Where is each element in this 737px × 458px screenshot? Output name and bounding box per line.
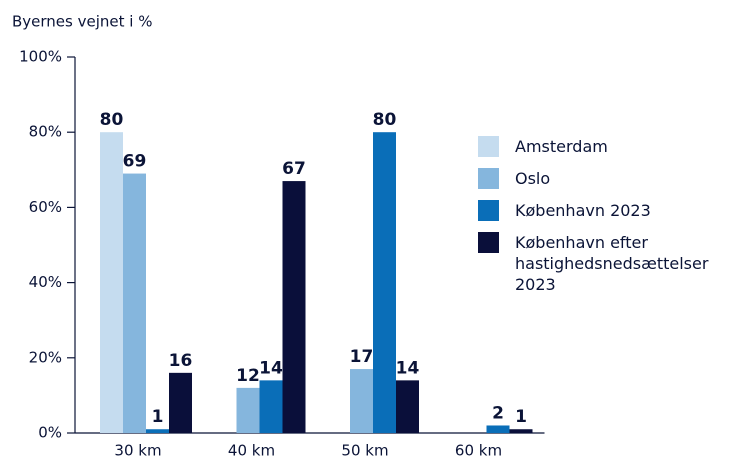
y-tick-label: 100% <box>19 48 62 66</box>
legend-swatch <box>478 136 499 157</box>
value-label: 14 <box>259 358 283 378</box>
legend-swatch <box>478 232 499 253</box>
legend-item: Oslo <box>478 168 728 189</box>
legend-label: Oslo <box>515 169 551 188</box>
legend-item: Amsterdam <box>478 136 728 157</box>
x-tick-label: 30 km <box>114 442 161 458</box>
bar <box>396 380 419 433</box>
value-label: 1 <box>515 407 527 427</box>
bar <box>509 429 533 433</box>
value-label: 14 <box>396 358 420 378</box>
value-label: 69 <box>123 152 147 172</box>
y-tick-label: 80% <box>29 123 62 141</box>
bar <box>169 372 192 433</box>
legend-item: København efter hastighedsnedsættelser 2… <box>478 232 728 295</box>
x-tick-label: 40 km <box>228 442 275 458</box>
bar <box>146 429 169 433</box>
value-label: 16 <box>169 351 193 371</box>
legend-label: København 2023 <box>515 201 651 220</box>
bar <box>350 369 373 433</box>
legend: Amsterdam Oslo København 2023 København eft… <box>478 136 728 306</box>
legend-item: København 2023 <box>478 200 728 221</box>
value-label: 67 <box>282 159 306 179</box>
bar <box>486 425 510 433</box>
y-tick-label: 20% <box>29 348 62 366</box>
y-tick-label: 40% <box>29 273 62 291</box>
x-tick-label: 50 km <box>341 442 388 458</box>
y-tick-label: 0% <box>38 424 62 442</box>
bar <box>373 132 396 433</box>
legend-label: København efter hastighedsnedsættelser 2… <box>515 233 709 294</box>
bar <box>282 181 306 433</box>
value-label: 80 <box>100 110 124 130</box>
bar <box>236 387 260 433</box>
value-label: 80 <box>373 110 397 130</box>
value-label: 17 <box>350 347 374 367</box>
legend-swatch <box>478 168 499 189</box>
bar <box>259 380 283 433</box>
y-axis-title: Byernes vejnet i % <box>12 13 152 31</box>
value-label: 2 <box>492 403 504 423</box>
legend-label: Amsterdam <box>515 137 608 156</box>
value-label: 12 <box>236 366 260 386</box>
value-label: 1 <box>152 407 164 427</box>
y-tick-label: 60% <box>29 198 62 216</box>
bar <box>123 173 146 433</box>
bar <box>100 132 123 433</box>
legend-swatch <box>478 200 499 221</box>
x-tick-label: 60 km <box>455 442 502 458</box>
